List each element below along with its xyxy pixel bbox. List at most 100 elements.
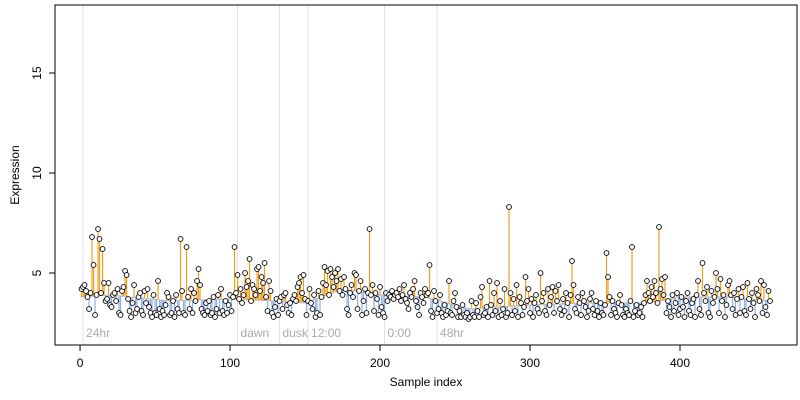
x-tick-label: 300 xyxy=(520,356,540,370)
point xyxy=(521,304,527,310)
point xyxy=(171,314,178,320)
point xyxy=(357,278,364,284)
point xyxy=(585,308,592,314)
point xyxy=(717,276,724,282)
point xyxy=(485,314,491,320)
point xyxy=(753,286,760,292)
point xyxy=(638,304,644,310)
point xyxy=(81,282,88,288)
point xyxy=(267,288,274,294)
point xyxy=(734,296,740,302)
point xyxy=(720,292,727,298)
point xyxy=(477,294,484,300)
point xyxy=(431,288,437,294)
point xyxy=(348,282,355,288)
point xyxy=(501,286,508,292)
point xyxy=(756,298,763,304)
point xyxy=(86,306,92,312)
x-axis-label: Sample index xyxy=(390,375,463,389)
x-tick-label: 0 xyxy=(77,356,84,370)
annotation-label: 24hr xyxy=(86,326,110,340)
point xyxy=(209,310,215,316)
point xyxy=(473,300,479,306)
point xyxy=(323,282,329,288)
point xyxy=(497,298,503,304)
point xyxy=(144,286,151,292)
point xyxy=(543,312,550,318)
point xyxy=(411,278,418,284)
point xyxy=(287,300,293,306)
point xyxy=(266,278,272,284)
point xyxy=(339,292,346,298)
point xyxy=(222,298,229,304)
point xyxy=(321,264,328,270)
point xyxy=(396,286,403,292)
point xyxy=(561,308,568,314)
point xyxy=(248,298,254,304)
point xyxy=(288,312,295,318)
point xyxy=(630,314,637,320)
point xyxy=(639,314,646,320)
point xyxy=(513,282,520,288)
annotation-label: dusk xyxy=(283,326,309,340)
point xyxy=(104,296,110,302)
point xyxy=(698,312,704,318)
point xyxy=(674,290,680,296)
point xyxy=(173,292,179,298)
point xyxy=(519,312,526,318)
point xyxy=(234,272,241,278)
point xyxy=(134,306,140,312)
point xyxy=(425,290,431,296)
point xyxy=(468,298,475,304)
point xyxy=(432,298,439,304)
point xyxy=(557,306,563,312)
point xyxy=(332,270,338,276)
point xyxy=(237,286,244,292)
y-tick-label: 15 xyxy=(30,66,44,80)
point xyxy=(474,308,481,314)
point xyxy=(240,292,247,298)
point xyxy=(113,298,119,304)
point xyxy=(576,300,583,306)
point xyxy=(594,308,601,314)
point xyxy=(239,300,245,306)
point xyxy=(627,298,634,304)
point xyxy=(488,302,494,308)
point xyxy=(96,236,103,242)
point xyxy=(653,290,659,296)
point xyxy=(681,314,688,320)
point xyxy=(128,314,134,320)
point xyxy=(185,294,191,300)
point xyxy=(212,314,218,320)
point xyxy=(299,290,305,296)
plot-frame xyxy=(54,4,798,346)
point xyxy=(191,290,197,296)
point xyxy=(684,290,691,296)
point xyxy=(663,310,670,316)
point xyxy=(293,298,299,304)
point xyxy=(182,312,188,318)
point xyxy=(242,270,248,276)
point xyxy=(675,312,682,318)
point xyxy=(264,308,271,314)
point xyxy=(356,288,362,294)
point xyxy=(750,300,757,306)
point xyxy=(375,312,382,318)
point xyxy=(662,274,668,280)
point xyxy=(690,296,697,302)
point xyxy=(647,298,653,304)
point xyxy=(318,294,325,300)
point xyxy=(137,290,143,296)
point xyxy=(651,278,658,284)
point xyxy=(168,310,175,316)
point xyxy=(579,290,586,296)
point xyxy=(672,300,679,306)
point xyxy=(378,304,385,310)
point xyxy=(162,302,169,308)
y-tick-label: 10 xyxy=(30,166,44,180)
point xyxy=(567,292,574,298)
point xyxy=(401,282,407,288)
point xyxy=(714,286,721,292)
point xyxy=(747,306,754,312)
point xyxy=(518,300,524,306)
